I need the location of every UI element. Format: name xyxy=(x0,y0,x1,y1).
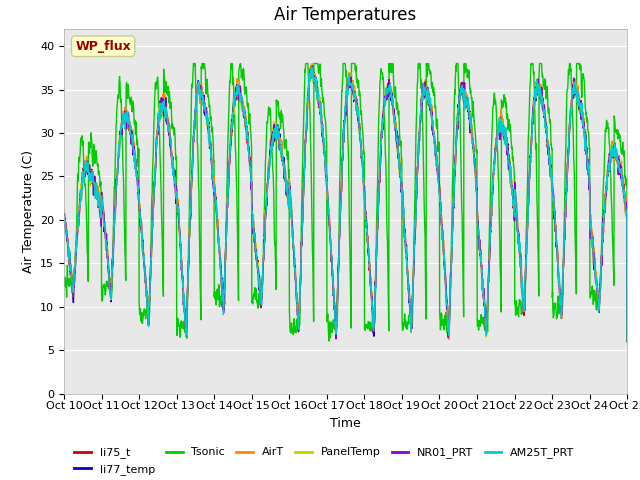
NR01_PRT xyxy=(574,91,582,96)
Tsonic xyxy=(362,322,370,327)
Line: AM25T_PRT: AM25T_PRT xyxy=(64,67,627,341)
AirT xyxy=(217,270,225,276)
AM25T_PRT xyxy=(623,338,631,344)
AM25T_PRT xyxy=(589,248,597,254)
PanelTemp xyxy=(60,219,68,225)
PanelTemp xyxy=(589,248,597,254)
PanelTemp xyxy=(374,207,382,213)
NR01_PRT xyxy=(509,194,517,200)
AirT xyxy=(374,201,382,206)
li77_temp xyxy=(60,216,68,222)
AirT xyxy=(574,86,582,92)
Line: li75_t: li75_t xyxy=(64,66,627,341)
NR01_PRT xyxy=(623,338,631,344)
PanelTemp xyxy=(574,91,582,96)
AM25T_PRT xyxy=(374,205,382,211)
Tsonic xyxy=(589,301,597,307)
li75_t xyxy=(308,63,316,69)
li77_temp xyxy=(308,64,316,70)
li77_temp xyxy=(217,271,225,277)
Tsonic xyxy=(574,60,582,66)
Line: li77_temp: li77_temp xyxy=(64,67,627,341)
NR01_PRT xyxy=(362,218,370,224)
AM25T_PRT xyxy=(308,64,316,70)
PanelTemp xyxy=(362,220,370,226)
li75_t xyxy=(362,219,370,225)
AirT xyxy=(60,207,68,213)
Tsonic xyxy=(623,338,631,344)
Line: PanelTemp: PanelTemp xyxy=(64,63,627,341)
AirT xyxy=(623,338,631,344)
NR01_PRT xyxy=(308,63,316,69)
li75_t xyxy=(217,272,225,277)
Y-axis label: Air Temperature (C): Air Temperature (C) xyxy=(22,150,35,273)
AM25T_PRT xyxy=(362,220,370,226)
Line: AirT: AirT xyxy=(64,64,627,341)
Legend: li75_t, li77_temp, Tsonic, AirT, PanelTemp, NR01_PRT, AM25T_PRT: li75_t, li77_temp, Tsonic, AirT, PanelTe… xyxy=(70,443,579,479)
Title: Air Temperatures: Air Temperatures xyxy=(275,6,417,24)
Text: WP_flux: WP_flux xyxy=(76,40,131,53)
Line: Tsonic: Tsonic xyxy=(64,63,627,341)
li75_t xyxy=(574,95,582,100)
PanelTemp xyxy=(509,200,517,206)
PanelTemp xyxy=(623,338,631,344)
Tsonic xyxy=(189,60,197,66)
li77_temp xyxy=(589,242,597,248)
NR01_PRT xyxy=(217,272,225,278)
AM25T_PRT xyxy=(60,213,68,219)
NR01_PRT xyxy=(589,249,597,254)
PanelTemp xyxy=(217,270,225,276)
X-axis label: Time: Time xyxy=(330,417,361,430)
li75_t xyxy=(509,199,517,204)
AirT xyxy=(308,61,316,67)
AirT xyxy=(589,244,597,250)
li75_t xyxy=(623,338,631,344)
Tsonic xyxy=(218,299,225,305)
NR01_PRT xyxy=(374,203,382,209)
li77_temp xyxy=(362,224,370,230)
AM25T_PRT xyxy=(574,91,582,96)
Tsonic xyxy=(60,275,68,280)
AM25T_PRT xyxy=(509,197,517,203)
li77_temp xyxy=(509,194,517,200)
Line: NR01_PRT: NR01_PRT xyxy=(64,66,627,341)
AM25T_PRT xyxy=(217,275,225,281)
AirT xyxy=(362,218,370,224)
li77_temp xyxy=(574,95,582,100)
Tsonic xyxy=(509,162,517,168)
PanelTemp xyxy=(308,60,316,66)
li75_t xyxy=(60,215,68,221)
li75_t xyxy=(374,197,382,203)
NR01_PRT xyxy=(60,215,68,220)
li77_temp xyxy=(623,338,631,344)
li75_t xyxy=(589,242,597,248)
Tsonic xyxy=(374,129,382,134)
AirT xyxy=(509,199,517,204)
li77_temp xyxy=(374,203,382,209)
